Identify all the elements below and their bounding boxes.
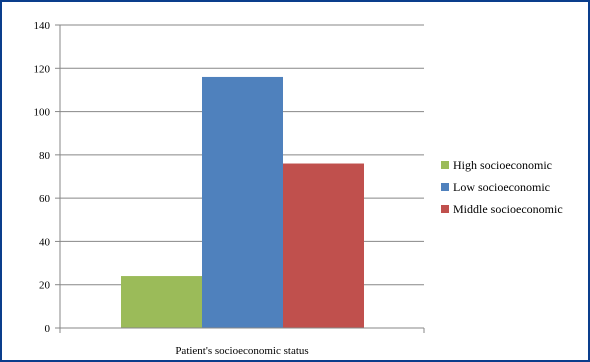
y-tick-label: 100 <box>34 107 51 119</box>
y-axis-tick-labels: 0 20 40 60 80 100 120 140 <box>34 20 51 335</box>
y-tick-label: 60 <box>39 193 51 205</box>
axes <box>55 24 425 333</box>
bar-middle-socioeconomic <box>283 163 364 328</box>
y-tick-label: 20 <box>39 280 51 292</box>
bar-low-socioeconomic <box>202 76 283 328</box>
y-tick-label: 120 <box>34 63 51 75</box>
legend-label: Low socioeconomic <box>453 180 550 194</box>
y-tick-label: 140 <box>34 20 51 32</box>
legend-label: High socioeconomic <box>453 158 552 172</box>
y-tick-label: 80 <box>39 150 51 162</box>
y-tick-label: 40 <box>39 236 51 248</box>
bars <box>121 76 364 328</box>
x-axis-label: Patient's socioeconomic status <box>175 345 308 357</box>
legend-swatch <box>441 161 449 169</box>
legend-label: Middle socioeconomic <box>453 202 563 216</box>
legend-swatch <box>441 183 449 191</box>
legend: High socioeconomic Low socioeconomic Middl… <box>441 158 563 216</box>
y-tick-label: 0 <box>45 323 51 335</box>
legend-swatch <box>441 205 449 213</box>
bar-high-socioeconomic <box>121 276 202 328</box>
